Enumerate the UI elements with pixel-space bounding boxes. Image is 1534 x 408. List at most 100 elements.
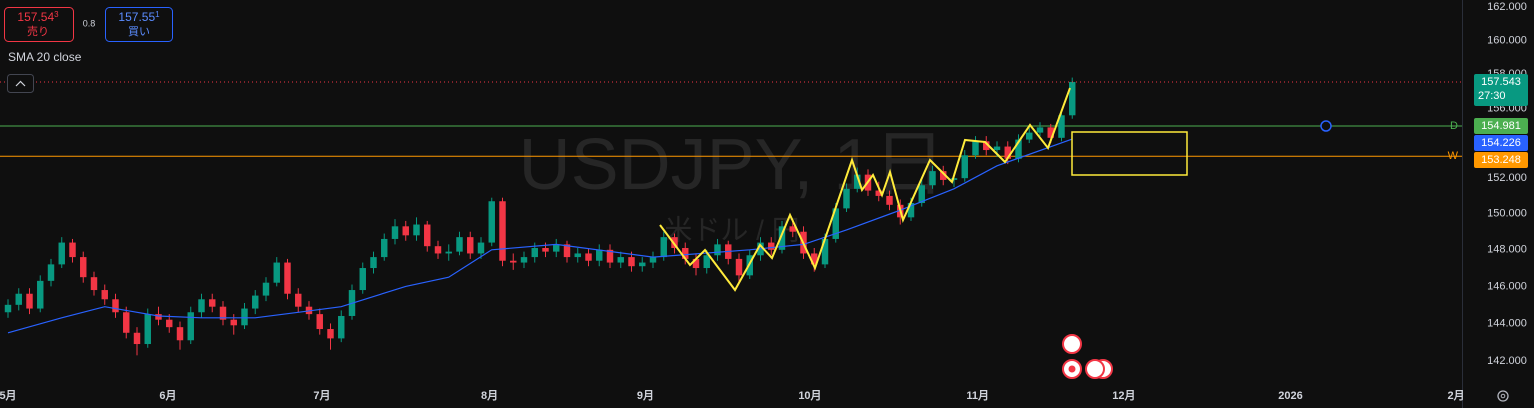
- candle-body: [606, 249, 614, 263]
- candle-body: [176, 327, 184, 341]
- y-tick-label: 162.000: [1487, 1, 1527, 13]
- candle-body: [101, 290, 108, 300]
- candle-body: [542, 248, 549, 252]
- buy-button[interactable]: [105, 7, 173, 42]
- candle-body: [219, 306, 227, 320]
- candle-body: [434, 246, 442, 254]
- candle-body: [338, 315, 345, 339]
- candle-body: [477, 242, 485, 254]
- sell-label: 売り: [27, 25, 49, 38]
- candle-body: [617, 257, 624, 263]
- y-tick-label: 148.000: [1487, 244, 1527, 256]
- indicator-legend: SMA 20 close: [8, 50, 82, 64]
- candle-body: [370, 257, 377, 269]
- candle-body: [284, 262, 291, 294]
- candle-body: [789, 226, 796, 232]
- candle-body: [467, 237, 474, 254]
- candle-body: [58, 242, 65, 265]
- candle-body: [144, 314, 151, 345]
- level-w-tag: [1474, 151, 1528, 168]
- x-tick-label: 9月: [637, 389, 654, 402]
- buy-price: 157.551: [118, 10, 160, 24]
- candle-body: [714, 244, 721, 256]
- candle-body: [628, 257, 635, 267]
- x-tick-label: 6月: [159, 389, 176, 402]
- candle-body: [445, 251, 452, 254]
- candle-body: [692, 258, 700, 269]
- candle-body: [209, 299, 216, 307]
- candle-body: [940, 171, 947, 180]
- candle-body: [295, 293, 302, 307]
- candle-body: [327, 329, 334, 339]
- y-tick-label: 146.000: [1487, 280, 1527, 292]
- candle-body: [90, 277, 98, 291]
- candle-body: [230, 319, 237, 326]
- candle-body: [918, 185, 925, 204]
- candle-body: [273, 262, 280, 283]
- candle-body: [983, 141, 990, 151]
- candle-body: [1015, 139, 1022, 159]
- zigzag-drawing: [659, 87, 1071, 292]
- collapse-button[interactable]: [7, 74, 34, 93]
- candle-body: [359, 268, 366, 291]
- current-price-label: 157.543: [1481, 76, 1521, 88]
- candle-body: [123, 312, 130, 333]
- candle-body: [37, 280, 44, 309]
- event-icon-dot: [1068, 365, 1076, 373]
- candle-body: [69, 242, 76, 258]
- candle-body: [703, 255, 710, 269]
- candle-body: [391, 226, 399, 239]
- candle-body: [1047, 127, 1054, 138]
- level-d-label: 154.981: [1481, 120, 1521, 132]
- candle-body: [574, 253, 581, 258]
- candle-body: [1069, 81, 1076, 116]
- level-d-tag: [1474, 117, 1528, 134]
- candle-body: [1036, 127, 1044, 133]
- candle-body: [961, 155, 968, 179]
- candle-body: [778, 226, 786, 250]
- sma-label: 154.226: [1481, 137, 1521, 149]
- sma-tag: [1474, 134, 1528, 151]
- watermark-symbol: USDJPY, 1日: [519, 125, 946, 205]
- candle-body: [563, 244, 571, 258]
- alert-handle[interactable]: [1320, 120, 1332, 132]
- candle-body: [413, 224, 420, 236]
- candle-body: [1058, 115, 1065, 138]
- sell-button[interactable]: [4, 7, 74, 42]
- candle-body: [660, 237, 667, 258]
- candle-body: [886, 195, 893, 205]
- x-tick-label: 11月: [966, 389, 989, 402]
- sma-line: [7, 138, 1073, 334]
- candle-body: [47, 264, 55, 281]
- candle-body: [80, 257, 87, 278]
- y-tick-label: 160.000: [1487, 34, 1527, 46]
- level-tag: W: [1448, 150, 1459, 162]
- spread: 0.8: [83, 18, 96, 28]
- sell-price: 157.543: [17, 10, 59, 24]
- x-tick-label: 2月: [1447, 389, 1464, 402]
- current-price-tag: [1474, 73, 1528, 106]
- x-tick-label: 12月: [1112, 389, 1135, 402]
- x-tick-label: 7月: [313, 389, 330, 402]
- candle-body: [252, 295, 259, 309]
- event-icon[interactable]: [1062, 334, 1082, 354]
- candle-body: [993, 146, 1001, 151]
- candle-body: [499, 201, 506, 261]
- event-icon[interactable]: [1085, 359, 1105, 379]
- candle-body: [553, 244, 560, 252]
- candle-body: [381, 238, 388, 258]
- candle-body: [520, 257, 528, 263]
- candle-body: [671, 237, 678, 249]
- buy-pip: 1: [155, 10, 160, 19]
- countdown-label: 27:30: [1478, 90, 1506, 102]
- x-tick-label: 2026: [1278, 390, 1302, 402]
- settings-icon[interactable]: [1497, 390, 1509, 402]
- candle-body: [15, 293, 22, 305]
- zone-rectangle: [1071, 131, 1188, 176]
- candle-body: [198, 299, 205, 313]
- candle-body: [26, 293, 33, 309]
- level-tag: D: [1450, 120, 1458, 132]
- candle-body: [456, 237, 463, 252]
